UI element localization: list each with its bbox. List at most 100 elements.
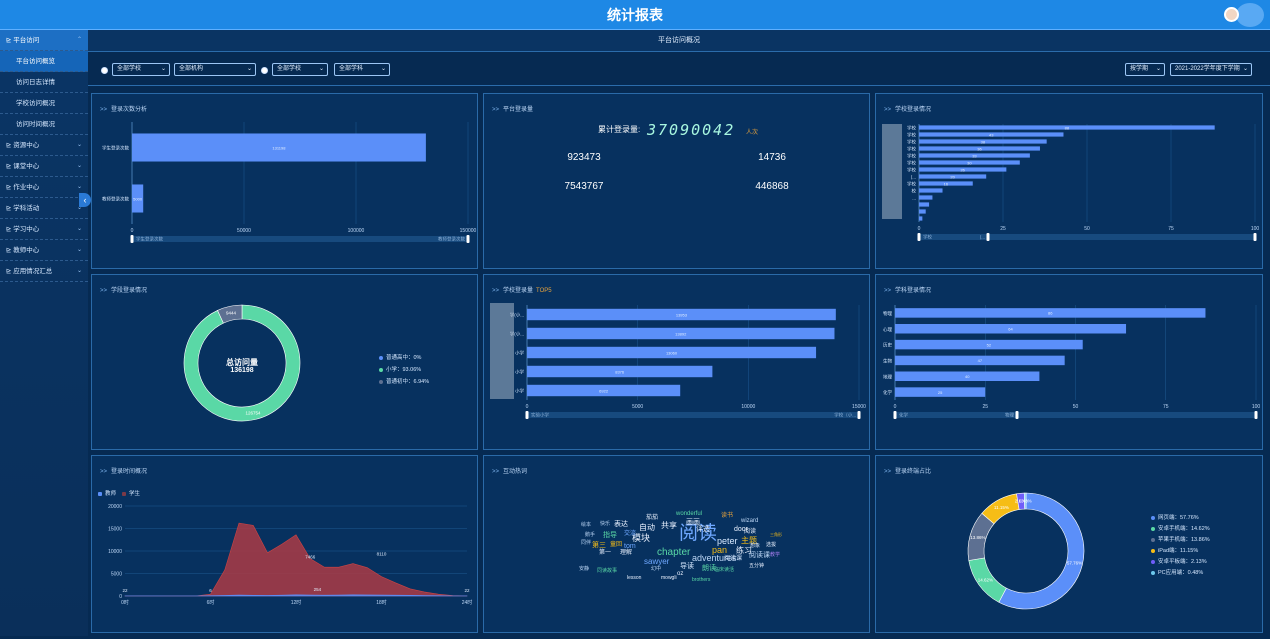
word-cloud-item[interactable]: peter <box>717 536 738 546</box>
word-cloud-item[interactable]: lesson <box>627 575 642 581</box>
word-cloud-item[interactable]: 朗读 <box>702 565 716 572</box>
sidebar-item-teacher[interactable]: ⊵ 教师中心 ⌄ <box>0 240 88 261</box>
legend-item[interactable]: 安卓手机端：14.62% <box>1151 524 1210 532</box>
word-cloud-item[interactable]: chapter <box>657 547 691 558</box>
word-cloud-item[interactable]: pan <box>712 545 728 555</box>
radio-subject[interactable] <box>261 67 268 74</box>
sidebar-item-activity[interactable]: ⊵ 学科活动 ⌄ <box>0 198 88 219</box>
sidebar-item-learning[interactable]: ⊵ 学习中心 ⌄ <box>0 219 88 240</box>
sidebar-item-homework[interactable]: ⊵ 作业中心 ⌄ <box>0 177 88 198</box>
word-cloud-item[interactable]: 鹅手 <box>585 532 596 538</box>
category-label: 物理 <box>883 310 892 317</box>
legend-item[interactable]: 普通高中：0% <box>379 353 421 361</box>
data-label: 8376 <box>615 369 625 374</box>
school-select[interactable]: 全部学校 ⌄ <box>112 63 170 76</box>
word-cloud-item[interactable]: 主题 <box>741 536 757 545</box>
subject-select[interactable]: 全部学科 ⌄ <box>334 63 390 76</box>
chart-icon: ⊵ <box>6 226 14 233</box>
radio-school[interactable] <box>101 67 108 74</box>
chevron-down-icon: ⌄ <box>380 66 386 72</box>
word-cloud-item[interactable]: door <box>734 526 749 533</box>
term-type-select[interactable]: 按学期 ⌄ <box>1125 63 1165 76</box>
word-cloud-item[interactable]: oz <box>677 571 684 577</box>
sidebar-item-platform-access[interactable]: ⊵ 平台访问 ⌃ <box>0 30 88 51</box>
legend-item[interactable]: 普通初中：6.94% <box>379 377 429 385</box>
word-cloud-item[interactable]: 练习 <box>736 546 752 555</box>
zoom-slider-handle <box>1015 411 1019 419</box>
word-cloud-item[interactable]: 幻中 <box>651 566 662 572</box>
word-cloud-item[interactable]: 画画 <box>686 519 700 526</box>
legend-item[interactable]: PC应用端：0.48% <box>1151 568 1203 576</box>
org-select[interactable]: 全部机构 ⌄ <box>174 63 256 76</box>
word-cloud-item[interactable]: wizard <box>741 518 759 524</box>
word-cloud-item[interactable]: sawyer <box>644 557 670 566</box>
x-tick-label: 0 <box>131 228 134 234</box>
slice-label: 126754 <box>246 410 262 415</box>
legend-item[interactable]: 安卓平板端：2.13% <box>1151 557 1207 565</box>
word-cloud-item[interactable]: 导读 <box>680 563 694 570</box>
word-cloud-item[interactable]: 阅读课 <box>749 552 770 559</box>
word-cloud-item[interactable]: 五分钟 <box>749 563 765 569</box>
word-cloud-item[interactable]: 绘本 <box>581 522 592 528</box>
word-cloud-item[interactable]: 阅读 <box>744 529 757 535</box>
legend-item[interactable]: 网页端：57.76% <box>1151 513 1199 521</box>
slice-label: 11.15% <box>994 505 1009 510</box>
category-label: 学校 <box>907 167 916 174</box>
word-cloud-item[interactable]: mowgli <box>661 575 677 581</box>
word-cloud-item[interactable]: 选拔 <box>766 542 777 548</box>
word-cloud-item[interactable]: 理解 <box>620 550 633 556</box>
school2-select[interactable]: 全部学校 ⌄ <box>272 63 328 76</box>
x-tick-label: 18时 <box>376 599 387 606</box>
panel-title: >> 登录终端占比 <box>884 469 932 475</box>
legend-item[interactable]: 小学：93.06% <box>379 365 421 373</box>
legend-item[interactable]: 苹果手机端：13.86% <box>1151 535 1210 543</box>
word-cloud-item[interactable]: 第一 <box>599 550 612 556</box>
word-cloud-item[interactable]: 指导 <box>603 532 617 539</box>
sidebar-subitem-time-access[interactable]: 访问时间概况 <box>0 114 88 135</box>
sidebar-subitem-overview[interactable]: 平台访问概览 <box>0 51 88 72</box>
slice-label: 2.13% <box>1015 499 1028 504</box>
word-cloud-item[interactable]: 同读故事 <box>597 568 618 574</box>
term-select[interactable]: 2021-2022学年度下学期 ⌄ <box>1170 63 1252 76</box>
sidebar-item-app-summary[interactable]: ⊵ 应用情况汇总 ⌄ <box>0 261 88 282</box>
word-cloud-item[interactable]: 同伴 <box>581 540 592 546</box>
sidebar-subitem-school-access[interactable]: 学校访问概况 <box>0 93 88 114</box>
word-cloud-item[interactable]: 快乐 <box>600 521 611 527</box>
word-cloud-item[interactable]: 童回 <box>610 542 623 548</box>
word-cloud-item[interactable]: 第三 <box>592 542 606 549</box>
sidebar-subitem-log-detail[interactable]: 访问日志详情 <box>0 72 88 93</box>
sidebar-item-classroom[interactable]: ⊵ 课堂中心 ⌄ <box>0 156 88 177</box>
word-cloud-item[interactable]: 想象 <box>750 543 761 549</box>
collapse-sidebar-button[interactable]: ‹ <box>79 193 91 207</box>
word-cloud-item[interactable]: 教学 <box>770 552 781 558</box>
word-cloud-item[interactable]: wonderful <box>676 511 703 517</box>
panel-title: >> 学科登录情况 <box>884 288 932 294</box>
legend-item-teacher[interactable]: 教师 <box>98 489 116 497</box>
word-cloud-item[interactable]: 自动 <box>639 523 655 532</box>
word-cloud-item[interactable]: 临床读活 <box>714 567 735 573</box>
word-cloud-item[interactable]: 三角形 <box>770 532 782 537</box>
sidebar-item-resource[interactable]: ⊵ 资源中心 ⌄ <box>0 135 88 156</box>
word-cloud-item[interactable]: adventures <box>692 553 737 563</box>
word-cloud-item[interactable]: 安静 <box>579 566 590 572</box>
legend-item[interactable]: iPad端：11.15% <box>1151 546 1198 554</box>
category-label: 心理 <box>883 326 892 332</box>
word-cloud-item[interactable]: 共享 <box>661 521 677 530</box>
word-cloud-item[interactable]: 读书 <box>721 513 734 519</box>
word-cloud-item[interactable]: brothers <box>692 577 711 583</box>
word-cloud-item[interactable]: 茄茄 <box>646 515 659 521</box>
word-cloud-item[interactable]: 阅读课 <box>724 556 743 562</box>
legend-item-student[interactable]: 学生 <box>122 489 140 497</box>
chevron-down-icon: ⌄ <box>1155 66 1161 72</box>
word-cloud-item[interactable]: 表达 <box>614 521 628 528</box>
word-cloud-item[interactable]: 评选 <box>696 526 710 533</box>
data-label: 64 <box>1008 327 1013 332</box>
word-cloud-item[interactable]: 交流 <box>624 531 637 537</box>
panel-title: >> 学校登录情况 <box>884 107 932 113</box>
slider-label: 学生登录次数 <box>136 236 163 243</box>
user-avatar[interactable] <box>1224 7 1239 22</box>
word-cloud-item[interactable]: 阅读 <box>679 523 718 544</box>
word-cloud-item[interactable]: 模块 <box>632 533 651 543</box>
page-title: 统计报表 <box>607 7 663 23</box>
word-cloud-item[interactable]: tom <box>624 543 636 550</box>
